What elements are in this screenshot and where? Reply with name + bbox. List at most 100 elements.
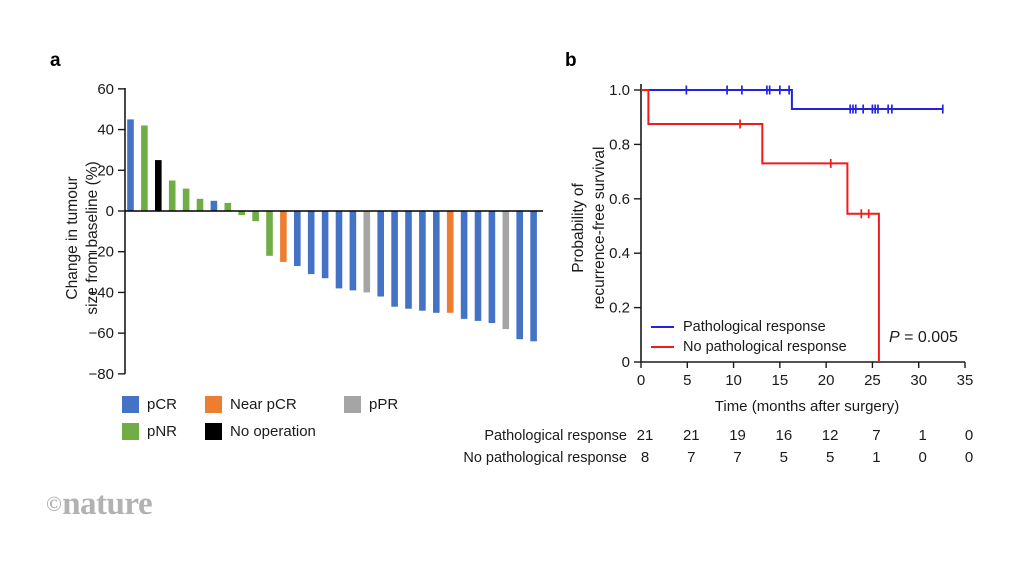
waterfall-bar <box>196 198 204 211</box>
legend-label: pCR <box>147 396 178 413</box>
x-tick-label: 10 <box>725 372 742 389</box>
waterfall-bar <box>502 211 510 330</box>
risk-count: 5 <box>779 449 789 466</box>
km-x-axis-title: Time (months after surgery) <box>715 398 900 415</box>
waterfall-bar <box>377 211 384 297</box>
panel-a-label: a <box>50 50 61 71</box>
km-legend-label: No pathological response <box>683 339 847 355</box>
risk-count: 0 <box>964 427 974 444</box>
legend-item-pcr: pCR <box>122 391 177 418</box>
waterfall-bar <box>335 211 343 289</box>
waterfall-bar <box>530 211 537 342</box>
km-legend-item-no-pathological-response: No pathological response <box>651 337 847 357</box>
p-value-text: = 0.005 <box>899 329 958 346</box>
km-y-axis-title: Probability of <box>570 183 587 273</box>
waterfall-bar <box>419 211 426 311</box>
y-tick-label: 0 <box>106 203 114 220</box>
waterfall-bar <box>155 160 162 211</box>
waterfall-bar <box>433 211 440 313</box>
no-pathological-response-line-sample <box>651 345 674 349</box>
y-tick-label: 0.2 <box>609 300 630 317</box>
risk-count: 21 <box>636 427 654 444</box>
waterfall-y-axis-title: size from baseline (%) <box>84 161 101 314</box>
copyright-icon: © <box>46 492 62 516</box>
pathological-response-line-sample <box>651 325 674 329</box>
km-legend-label: Pathological response <box>683 319 826 335</box>
risk-count: 21 <box>682 427 700 444</box>
risk-count: 19 <box>729 427 746 444</box>
waterfall-bar <box>238 211 245 216</box>
legend-item-pnr: pNR <box>122 418 177 445</box>
waterfall-bar <box>182 188 190 211</box>
waterfall-bar <box>127 119 134 211</box>
km-curve-pathological-response <box>641 89 943 110</box>
legend-label: No operation <box>230 423 316 440</box>
risk-count: 1 <box>872 449 881 466</box>
risk-count: 0 <box>964 449 974 466</box>
waterfall-bar <box>280 211 287 262</box>
waterfall-bar <box>210 200 218 211</box>
waterfall-bar <box>446 211 454 313</box>
y-tick-label: 60 <box>97 81 114 98</box>
risk-count: 8 <box>640 449 650 466</box>
risk-count: 7 <box>872 427 881 444</box>
waterfall-bar <box>224 202 232 211</box>
y-tick-label: 0.6 <box>609 191 630 208</box>
p-value-symbol: P <box>889 329 900 346</box>
y-tick-label: 1.0 <box>609 82 630 99</box>
y-tick-label: 20 <box>97 162 114 179</box>
km-y-axis-title: recurrence-free survival <box>591 147 608 310</box>
waterfall-bar <box>516 211 523 340</box>
waterfall-bar <box>266 211 273 256</box>
ppr-swatch <box>344 396 361 413</box>
risk-count: 5 <box>825 449 835 466</box>
y-tick-label: 0 <box>622 354 630 371</box>
waterfall-bar <box>488 211 496 323</box>
risk-count: 1 <box>918 427 927 444</box>
waterfall-bar <box>168 180 176 211</box>
risk-count: 16 <box>775 427 793 444</box>
nature-logo-text: nature <box>62 486 153 522</box>
x-tick-label: 0 <box>637 372 645 389</box>
risk-count: 7 <box>687 449 696 466</box>
waterfall-y-axis-title: Change in tumour <box>64 176 81 299</box>
waterfall-bar <box>474 211 482 321</box>
waterfall-bar <box>294 211 301 266</box>
pcr-swatch <box>122 396 139 413</box>
waterfall-bar <box>460 211 468 319</box>
x-tick-label: 35 <box>957 372 974 389</box>
legend-label: pPR <box>369 396 399 413</box>
x-tick-label: 20 <box>818 372 835 389</box>
km-legend-item-pathological-response: Pathological response <box>651 317 847 337</box>
y-tick-label: 0.8 <box>609 136 630 153</box>
waterfall-bar <box>363 211 371 293</box>
waterfall-bar <box>252 211 259 222</box>
x-tick-label: 30 <box>910 372 927 389</box>
legend-label: pNR <box>147 423 178 440</box>
km-legend: Pathological response No pathological res… <box>651 317 847 357</box>
legend-column: pCR pNR <box>122 391 177 445</box>
waterfall-bar <box>321 211 329 279</box>
y-tick-label: −80 <box>89 366 114 383</box>
waterfall-bar <box>405 211 412 309</box>
no-operation-swatch <box>205 423 222 440</box>
legend-item-no-operation: No operation <box>205 418 316 445</box>
legend-item-near-pcr: Near pCR <box>205 391 316 418</box>
risk-row-label-pathological-response: Pathological response <box>484 428 627 444</box>
y-tick-label: −20 <box>89 244 114 261</box>
p-value-annotation: P = 0.005 <box>889 329 958 347</box>
y-tick-label: 40 <box>97 122 114 139</box>
x-tick-label: 25 <box>864 372 881 389</box>
waterfall-bar <box>141 125 148 211</box>
waterfall-bar <box>307 211 315 275</box>
risk-count: 0 <box>918 449 927 466</box>
nature-watermark: ©nature <box>46 486 153 523</box>
legend-label: Near pCR <box>230 396 297 413</box>
legend-column: Near pCR No operation <box>205 391 316 445</box>
y-tick-label: 0.4 <box>609 245 630 262</box>
x-tick-label: 5 <box>683 372 691 389</box>
risk-row-label-no-pathological-response: No pathological response <box>463 450 627 466</box>
y-tick-label: −60 <box>89 325 114 342</box>
x-tick-label: 15 <box>772 372 789 389</box>
pnr-swatch <box>122 423 139 440</box>
